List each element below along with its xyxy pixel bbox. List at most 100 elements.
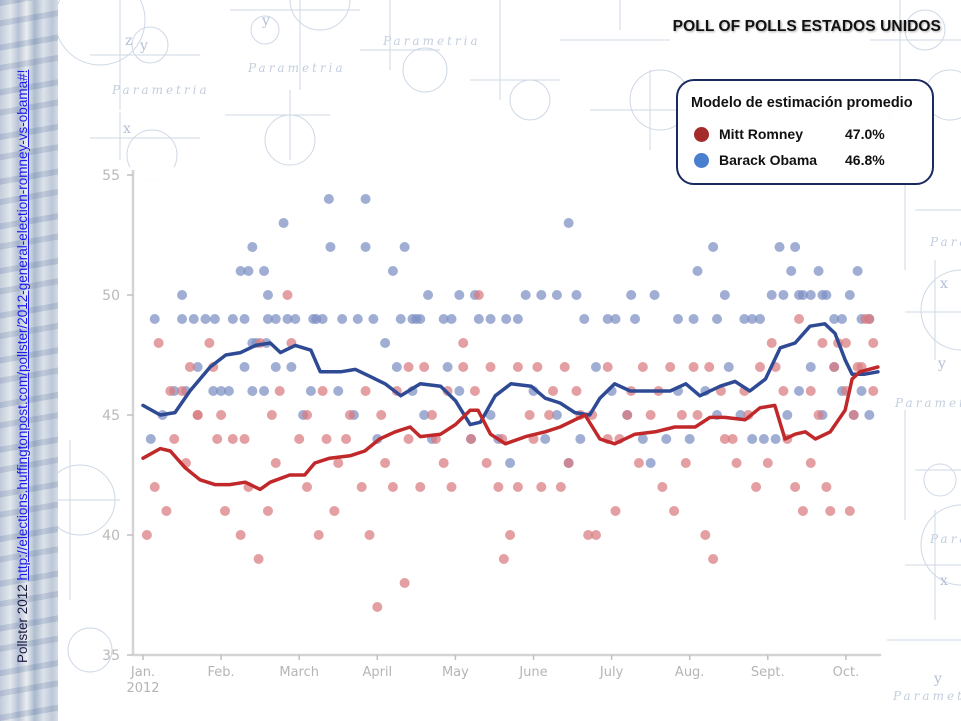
poll-dot <box>548 386 559 396</box>
poll-dot <box>333 386 344 396</box>
svg-text:z: z <box>125 33 132 49</box>
poll-dot <box>356 482 367 492</box>
poll-dot <box>169 434 180 444</box>
poll-dot <box>665 362 676 372</box>
obama-trend-line <box>141 322 880 427</box>
poll-dot <box>544 410 555 420</box>
poll-dot <box>770 434 781 444</box>
svg-text:y: y <box>933 671 942 687</box>
poll-dot <box>848 410 859 420</box>
poll-dot <box>852 362 863 372</box>
poll-dot <box>505 530 516 540</box>
poll-dot <box>247 386 258 396</box>
poll-dot <box>376 410 387 420</box>
poll-dot <box>454 386 465 396</box>
svg-text:y: y <box>261 13 270 29</box>
poll-dot <box>153 338 164 348</box>
poll-dot <box>645 458 656 468</box>
poll-dot <box>794 314 805 324</box>
legend-value: 46.8% <box>845 152 885 168</box>
poll-dot <box>204 338 215 348</box>
poll-dot <box>751 482 762 492</box>
poll-dot <box>485 362 496 372</box>
poll-dot <box>688 314 699 324</box>
poll-dot <box>672 314 683 324</box>
poll-dot <box>758 434 769 444</box>
poll-dot <box>723 362 734 372</box>
poll-dot <box>259 266 270 276</box>
poll-dot <box>290 314 301 324</box>
poll-dot <box>778 290 789 300</box>
poll-dot <box>571 386 582 396</box>
poll-dot <box>739 314 750 324</box>
poll-dot <box>754 314 765 324</box>
poll-dot <box>836 314 847 324</box>
poll-dot <box>563 218 574 228</box>
poll-dot <box>192 362 203 372</box>
poll-dot <box>321 434 332 444</box>
decorative-side-strip <box>0 0 58 721</box>
poll-dot <box>235 530 246 540</box>
poll-dot <box>466 434 477 444</box>
poll-dot <box>188 314 199 324</box>
poll-dot <box>794 386 805 396</box>
poll-dot <box>426 410 437 420</box>
poll-dot <box>177 314 188 324</box>
poll-dot <box>270 362 281 372</box>
legend-name: Mitt Romney <box>719 126 803 142</box>
poll-dot <box>360 194 371 204</box>
x-tick-label: June <box>518 665 547 680</box>
poll-dot <box>645 410 656 420</box>
poll-dot <box>805 362 816 372</box>
poll-dot <box>825 506 836 516</box>
poll-dot <box>493 482 504 492</box>
poll-dot <box>360 386 371 396</box>
poll-dot <box>630 314 641 324</box>
poll-dot <box>844 290 855 300</box>
watermark-glyph <box>44 440 120 673</box>
poll-dot <box>399 242 410 252</box>
poll-dot <box>341 434 352 444</box>
poll-dot <box>247 242 258 252</box>
poll-dot <box>387 266 398 276</box>
svg-text:y: y <box>139 38 148 54</box>
poll-dot <box>419 362 430 372</box>
poll-dot <box>227 314 238 324</box>
poll-dot <box>708 554 719 564</box>
poll-dot <box>177 386 188 396</box>
poll-dot <box>505 458 516 468</box>
poll-dot <box>329 506 340 516</box>
y-tick-label: 40 <box>102 528 120 544</box>
poll-dot <box>177 290 188 300</box>
poll-dot <box>856 386 867 396</box>
x-tick-label: Aug. <box>675 665 705 680</box>
poll-dot <box>555 482 566 492</box>
poll-dot <box>380 458 391 468</box>
watermark-glyph <box>360 0 560 121</box>
y-tick-label: 55 <box>102 168 120 184</box>
poll-dot <box>208 386 219 396</box>
poll-dot <box>684 434 695 444</box>
poll-dot <box>243 266 254 276</box>
poll-dot <box>583 530 594 540</box>
poll-dot <box>813 410 824 420</box>
poll-dot <box>657 482 668 492</box>
poll-dot <box>415 314 426 324</box>
poll-dot <box>805 290 816 300</box>
watermark-text: Parametria <box>247 61 346 75</box>
y-tick-label: 35 <box>102 648 120 664</box>
poll-dot <box>778 386 789 396</box>
poll-dot <box>610 314 621 324</box>
poll-dot <box>563 458 574 468</box>
poll-dot <box>165 386 176 396</box>
poll-dot <box>637 434 648 444</box>
poll-dot <box>212 434 223 444</box>
poll-dot <box>149 482 160 492</box>
poll-dot <box>485 410 496 420</box>
poll-dot <box>602 314 613 324</box>
poll-dot <box>239 434 250 444</box>
x-tick-label: July <box>599 665 624 680</box>
poll-dot <box>274 386 285 396</box>
poll-dot <box>454 290 465 300</box>
poll-dot <box>637 362 648 372</box>
